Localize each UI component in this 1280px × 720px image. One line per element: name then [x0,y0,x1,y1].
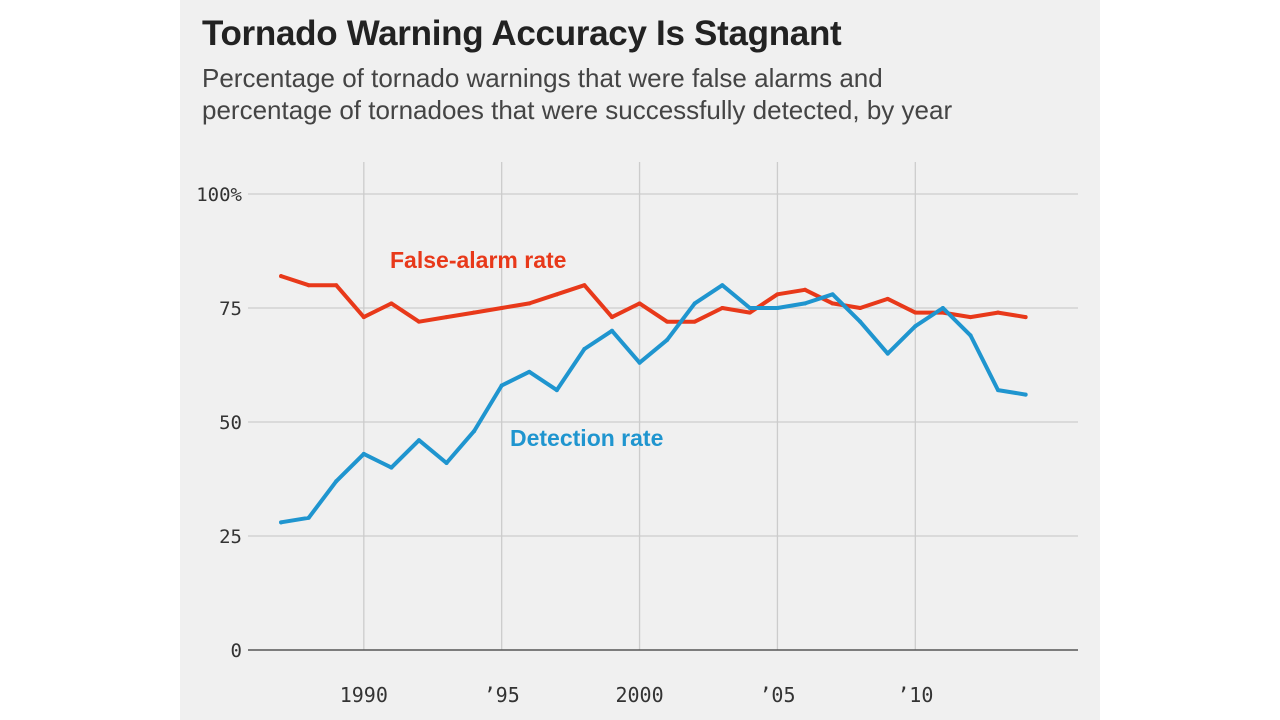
series-lines [279,274,1028,525]
y-tick-label: 100% [196,184,242,206]
false-alarm-point [609,315,614,320]
false-alarm-point [582,283,587,288]
detection-point [609,328,614,333]
x-tick-label: ’05 [759,683,795,707]
detection-point [913,324,918,329]
false-alarm-point [554,292,559,297]
axes: 0 25 50 75 100% 1990 ’95 2000 ’05 ’10 [196,184,1078,707]
false-alarm-point [996,310,1001,315]
detection-point [830,292,835,297]
false-alarm-point [858,306,863,310]
detection-point [1023,392,1028,397]
detection-point [747,306,752,310]
y-tick-label: 50 [219,412,242,434]
detection-point [527,369,532,374]
false-alarm-point [637,301,642,306]
line-chart: 0 25 50 75 100% 1990 ’95 2000 ’05 ’10 False-alarm… [196,162,1078,707]
detection-point [996,388,1001,393]
detection-point [665,337,670,342]
y-tick-label: 0 [231,640,242,662]
detection-point [334,479,339,484]
detection-point [361,451,366,456]
false-alarm-point [913,310,918,315]
false-alarm-point [306,283,311,288]
detection-point [582,347,587,352]
chart-subtitle: Percentage of tornado warnings that were… [202,62,1082,126]
false-alarm-rate-line [279,274,1028,324]
false-alarm-point [747,310,752,315]
detection-rate-line [279,283,1028,525]
y-tick-label: 25 [219,526,242,548]
detection-point [692,301,697,306]
false-alarm-point [665,319,670,324]
false-alarm-point [1023,315,1028,320]
false-alarm-point [968,315,973,320]
false-alarm-point [885,296,890,301]
detection-point [968,333,973,338]
x-tick-label: 2000 [615,683,663,707]
detection-point [637,360,642,365]
false-alarm-point [279,274,284,279]
detection-point [279,520,284,525]
detection-point [720,283,725,288]
false-alarm-point [361,315,366,320]
detection-point [306,515,311,520]
gridlines [248,162,1078,650]
detection-point [803,301,808,306]
subtitle-line-2: percentage of tornadoes that were succes… [202,95,953,125]
false-alarm-point [775,292,780,297]
false-alarm-point [416,319,421,324]
detection-point [389,465,394,470]
detection-point [444,461,449,466]
false-alarm-point [499,306,504,310]
false-alarm-rate-label: False-alarm rate [390,247,566,273]
detection-point [858,319,863,324]
x-tick-label: ’10 [897,683,933,707]
detection-point [472,429,477,434]
y-tick-label: 75 [219,298,242,320]
x-tick-label: 1990 [340,683,388,707]
false-alarm-point [803,287,808,292]
chart-card: Tornado Warning Accuracy Is Stagnant Per… [180,0,1100,720]
false-alarm-point [720,306,725,310]
false-alarm-point [527,301,532,306]
chart-title: Tornado Warning Accuracy Is Stagnant [202,14,842,53]
false-alarm-point [389,301,394,306]
detection-point [499,383,504,388]
false-alarm-point [444,315,449,320]
subtitle-line-1: Percentage of tornado warnings that were… [202,63,883,93]
detection-point [554,388,559,393]
false-alarm-point [692,319,697,324]
false-alarm-point [472,310,477,315]
detection-point [416,438,421,443]
false-alarm-point [334,283,339,288]
false-alarm-point [830,301,835,306]
x-tick-label: ’95 [484,683,520,707]
detection-point [775,306,780,310]
detection-point [940,306,945,310]
detection-rate-label: Detection rate [510,425,663,451]
detection-point [885,351,890,356]
series-labels: False-alarm rate Detection rate [390,247,663,451]
